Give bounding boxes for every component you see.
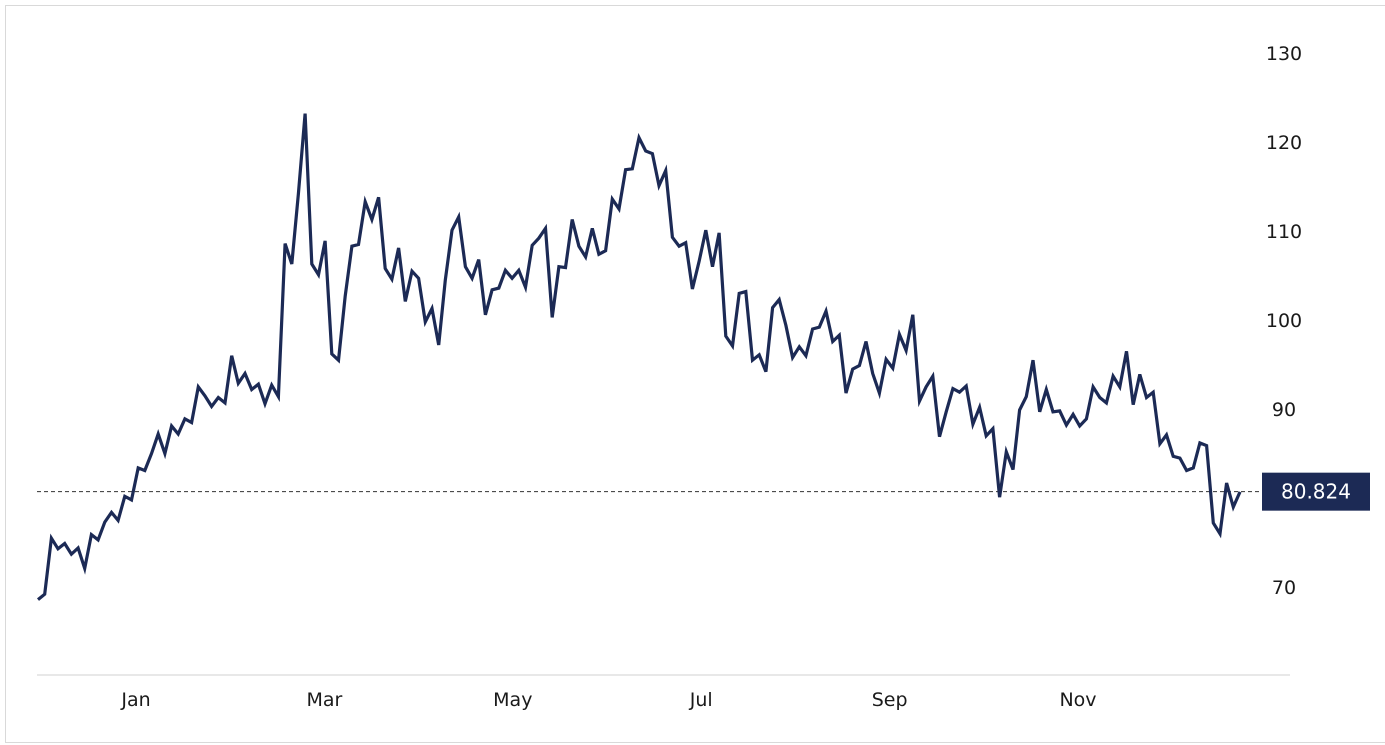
last-value-badge: 80.824 — [1262, 472, 1370, 511]
x-tick-label: Sep — [872, 689, 908, 711]
y-tick-label: 90 — [1272, 399, 1296, 421]
y-tick-label: 110 — [1266, 221, 1302, 243]
last-value-label: 80.824 — [1281, 480, 1351, 504]
y-tick-label: 130 — [1266, 43, 1302, 65]
x-axis-ticks: Jan Mar May Jul Sep Nov — [120, 689, 1096, 711]
x-tick-label: May — [493, 689, 532, 711]
y-tick-label: 100 — [1266, 310, 1302, 332]
y-tick-label: 70 — [1272, 577, 1296, 599]
x-tick-label: Jul — [689, 689, 713, 711]
x-tick-label: Nov — [1059, 689, 1096, 711]
series-line — [36, 113, 1242, 601]
last-value-badge-box — [1262, 472, 1370, 511]
x-tick-label: Mar — [306, 689, 342, 711]
y-tick-label: 120 — [1266, 132, 1302, 154]
x-tick-label: Jan — [120, 689, 150, 711]
y-axis-ticks: 70 90 100 110 120 130 — [1266, 43, 1302, 599]
